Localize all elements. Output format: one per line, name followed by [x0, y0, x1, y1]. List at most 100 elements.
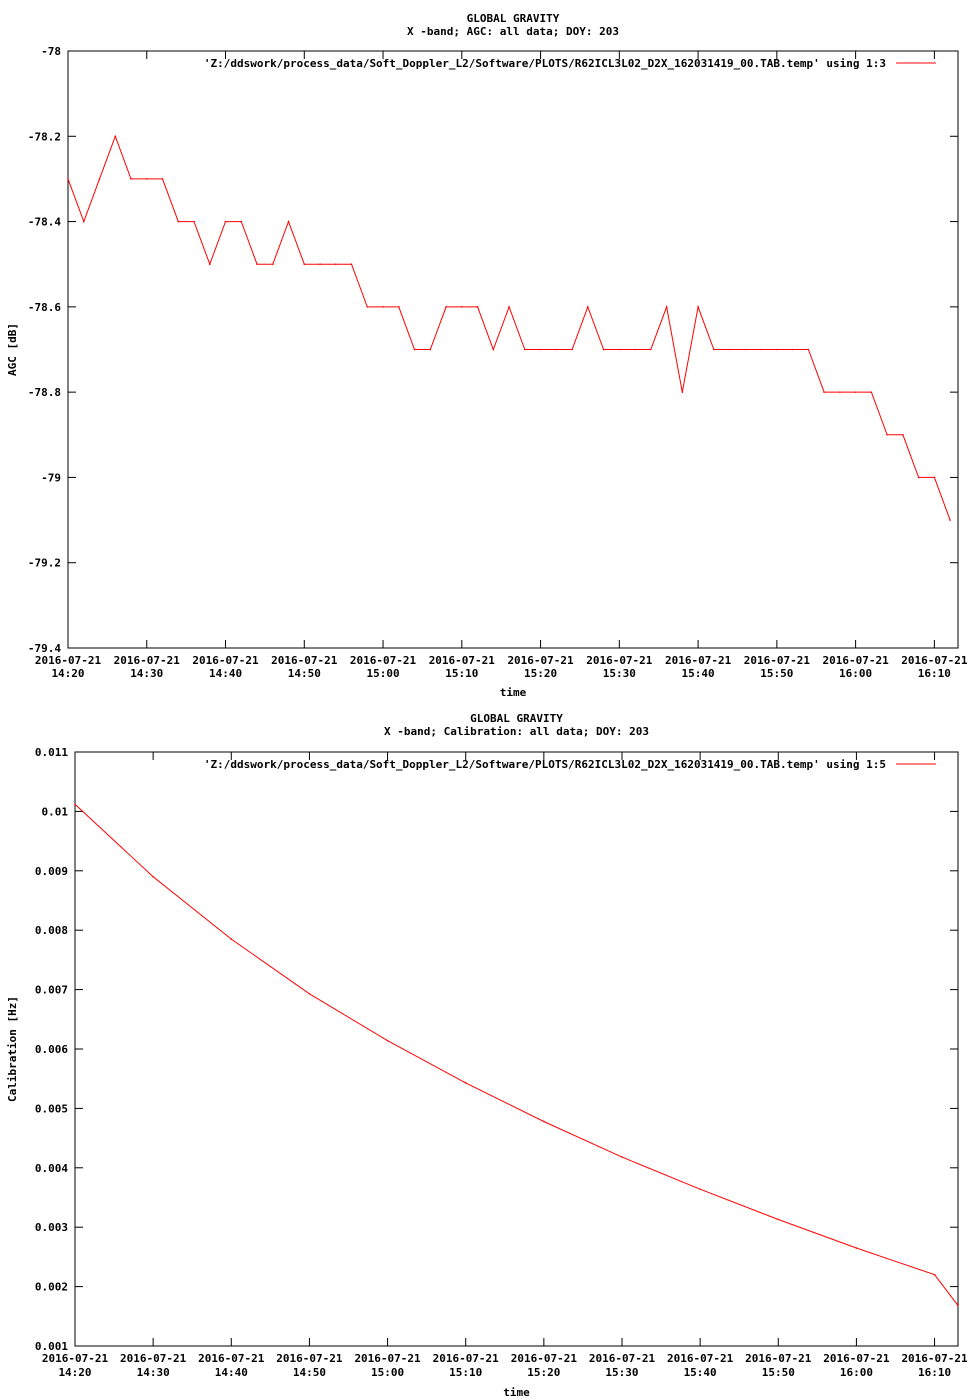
y-tick-label: 0.007 — [35, 984, 68, 997]
x-tick-time: 15:20 — [524, 667, 557, 680]
series-point — [177, 220, 180, 223]
series-point — [193, 220, 195, 223]
x-tick-date: 2016-07-21 — [589, 1352, 656, 1365]
series-point — [744, 348, 747, 351]
series-point — [571, 348, 573, 351]
x-tick-date: 2016-07-21 — [901, 1352, 968, 1365]
x-tick-time: 15:50 — [762, 1366, 795, 1379]
series-point — [555, 348, 558, 351]
series-point — [524, 348, 526, 351]
series-point — [539, 348, 542, 351]
series-point — [492, 348, 495, 351]
chart-title: GLOBAL GRAVITY — [467, 12, 560, 25]
series-point — [697, 306, 699, 308]
x-tick-date: 2016-07-21 — [42, 1352, 109, 1365]
series-point — [382, 306, 384, 308]
series-point — [429, 348, 432, 351]
x-tick-date: 2016-07-21 — [350, 654, 417, 667]
y-tick-label: 0.005 — [35, 1102, 68, 1115]
x-tick-time: 15:50 — [760, 667, 793, 680]
x-tick-time: 15:00 — [366, 667, 399, 680]
x-tick-time: 15:00 — [371, 1366, 404, 1379]
series-point — [413, 348, 416, 351]
x-tick-time: 14:50 — [288, 667, 321, 680]
y-tick-label: -78.4 — [28, 216, 61, 229]
x-tick-time: 16:10 — [918, 1366, 951, 1379]
series-point — [791, 348, 794, 351]
x-tick-date: 2016-07-21 — [271, 654, 338, 667]
y-tick-label: -79.4 — [28, 642, 61, 655]
series-point — [287, 220, 290, 223]
series-point — [933, 1273, 936, 1276]
series-point — [587, 306, 589, 308]
series-point — [713, 348, 715, 351]
x-tick-time: 14:20 — [51, 667, 84, 680]
series-point — [308, 992, 311, 995]
series-point — [760, 348, 762, 351]
series-point — [618, 348, 621, 351]
legend-entry: 'Z:/ddswork/process_data/Soft_Doppler_L2… — [204, 57, 886, 70]
series-point — [386, 1039, 389, 1042]
x-tick-date: 2016-07-21 — [823, 1352, 890, 1365]
x-tick-time: 16:10 — [918, 667, 951, 680]
y-tick-label: 0.004 — [35, 1162, 68, 1175]
series-point — [397, 306, 400, 308]
x-tick-date: 2016-07-21 — [822, 654, 889, 667]
x-tick-time: 14:30 — [137, 1366, 170, 1379]
series-point — [949, 519, 951, 521]
series-point — [777, 1218, 780, 1221]
x-tick-date: 2016-07-21 — [198, 1352, 265, 1365]
x-tick-date: 2016-07-21 — [35, 654, 102, 667]
x-axis-label: time — [503, 1386, 530, 1399]
series-point — [303, 263, 306, 266]
series-point — [602, 348, 605, 351]
series-point — [870, 391, 873, 393]
series-point — [82, 220, 85, 223]
series-point — [319, 263, 321, 266]
x-tick-time: 15:30 — [603, 667, 636, 680]
y-tick-label: 0.01 — [42, 805, 69, 818]
x-tick-date: 2016-07-21 — [667, 1352, 734, 1365]
series-point — [74, 803, 76, 806]
series-point — [854, 391, 857, 393]
series-point — [334, 263, 337, 266]
x-tick-time: 16:00 — [839, 667, 872, 680]
y-axis-label: AGC [dB] — [6, 323, 19, 376]
x-tick-date: 2016-07-21 — [511, 1352, 578, 1365]
chart-subtitle: X -band; AGC: all data; DOY: 203 — [407, 25, 619, 38]
series-point — [67, 178, 69, 180]
series-point — [699, 1188, 701, 1190]
x-tick-date: 2016-07-21 — [120, 1352, 187, 1365]
series-point — [98, 178, 101, 180]
x-tick-time: 14:50 — [293, 1366, 326, 1379]
y-tick-label: -78.8 — [28, 386, 61, 399]
series-point — [543, 1120, 545, 1123]
x-tick-time: 14:30 — [130, 667, 163, 680]
x-tick-date: 2016-07-21 — [744, 654, 811, 667]
x-tick-date: 2016-07-21 — [276, 1352, 343, 1365]
series-point — [776, 348, 778, 351]
x-tick-time: 15:10 — [449, 1366, 482, 1379]
y-tick-label: 0.008 — [35, 924, 68, 937]
y-tick-label: 0.011 — [35, 746, 68, 759]
x-tick-date: 2016-07-21 — [429, 654, 496, 667]
series-point — [145, 178, 148, 180]
series-point — [917, 476, 920, 479]
x-tick-date: 2016-07-21 — [433, 1352, 500, 1365]
series-point — [508, 306, 510, 308]
x-tick-date: 2016-07-21 — [586, 654, 653, 667]
series-point — [461, 306, 463, 308]
series-point — [807, 348, 810, 351]
series-point — [650, 348, 652, 351]
series-point — [230, 938, 233, 940]
x-tick-date: 2016-07-21 — [507, 654, 574, 667]
x-tick-date: 2016-07-21 — [665, 654, 732, 667]
series-point — [366, 306, 369, 308]
series-point — [681, 391, 684, 393]
series-point — [728, 348, 731, 351]
series-line — [67, 134, 951, 521]
y-tick-label: -78.2 — [28, 130, 61, 143]
x-tick-date: 2016-07-21 — [114, 654, 181, 667]
series-point — [350, 263, 353, 266]
